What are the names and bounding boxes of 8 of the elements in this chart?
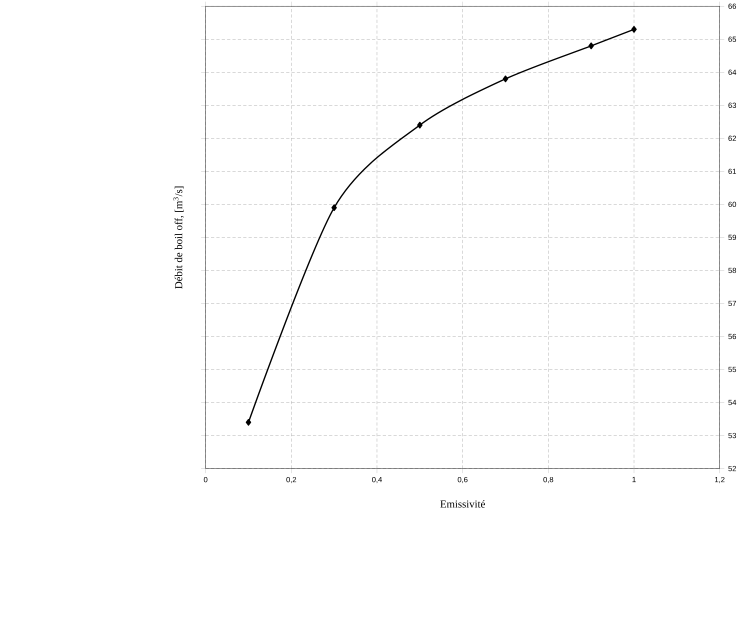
y-axis-title: Débit de boil off, [m$^{3}$/s]: [173, 186, 184, 289]
x-axis-title: Emissivité: [440, 500, 485, 508]
point: [502, 75, 508, 82]
point: [631, 26, 637, 33]
point: [417, 122, 423, 128]
point: [588, 42, 594, 50]
point: [246, 418, 252, 426]
point: [331, 204, 337, 211]
